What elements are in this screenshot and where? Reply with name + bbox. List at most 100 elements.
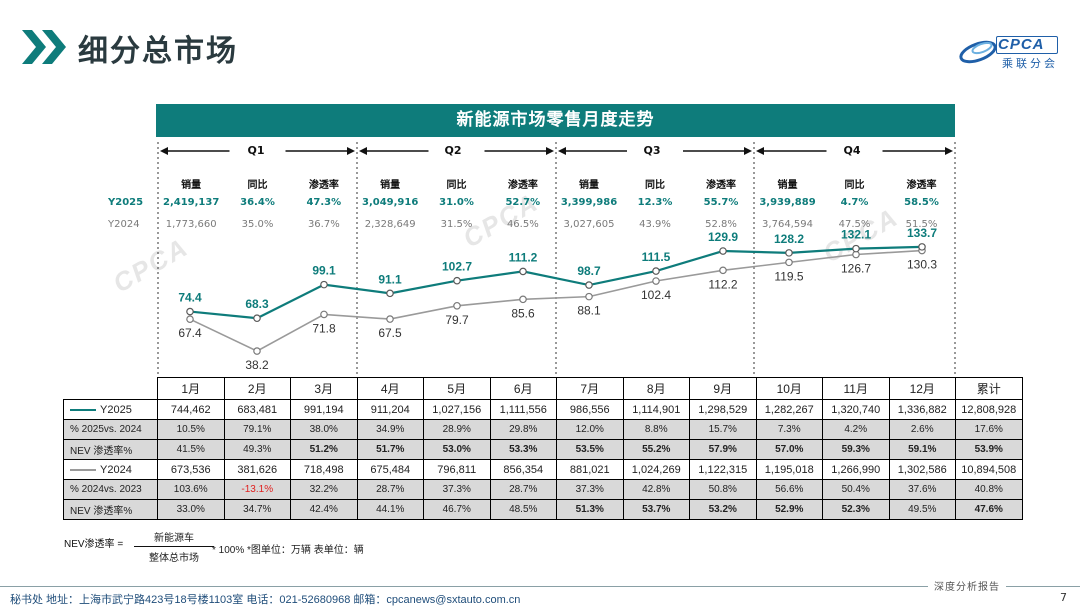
table-cell: 12.0% (556, 419, 624, 440)
table-cell: 42.8% (622, 479, 690, 500)
data-point (386, 315, 394, 323)
data-point (519, 295, 527, 304)
quarter-y2024-yoy: 35.0% (241, 219, 274, 230)
row-label: Y2024 (63, 459, 158, 480)
quarter-label: Q1 (247, 144, 265, 157)
table-cell: 1,336,882 (888, 399, 956, 420)
data-point (852, 244, 860, 253)
formula-note: * 100% *图单位：万辆 表单位：辆 (212, 545, 364, 556)
quarter-col-header: 同比 (844, 180, 865, 191)
quarter-col-header: 渗透率 (706, 180, 736, 191)
quarter-col-header: 销量 (579, 180, 599, 191)
data-label: 74.4 (178, 291, 202, 305)
table-cell: 683,481 (223, 399, 291, 420)
data-label: 102.7 (442, 260, 472, 274)
double-chevron-icon (22, 30, 66, 64)
data-point (186, 315, 194, 324)
arrow-left-icon (756, 147, 764, 155)
quarter-col-header: 同比 (446, 180, 467, 191)
quarter-y2025-yoy: 12.3% (637, 197, 673, 208)
data-label: 126.7 (841, 262, 871, 276)
row-label: NEV 渗透率% (63, 439, 158, 460)
table-cell: 57.9% (689, 439, 757, 460)
quarter-y2025-sales: 3,399,986 (560, 197, 618, 208)
table-total-cell: 53.9% (955, 439, 1023, 460)
table-cell: 53.7% (622, 499, 690, 520)
logo-subtitle: 乘联分会 (1002, 57, 1058, 70)
data-point (453, 276, 461, 285)
table-cell: 59.1% (888, 439, 956, 460)
table-cell: 57.0% (755, 439, 823, 460)
quarter-col-header: 同比 (645, 180, 665, 191)
table-row: NEV 渗透率% 33.0% 34.7% 42.4% 44.1% 46.7% 48.5% 51… (63, 499, 1023, 520)
table-cell: 986,556 (556, 399, 624, 420)
data-label: 38.2 (245, 358, 269, 372)
page-number: 7 (1060, 591, 1067, 604)
table-cell: 28.7% (489, 479, 557, 500)
data-label: 111.5 (642, 250, 671, 264)
table-cell: 51.3% (556, 499, 624, 520)
row-label: Y2025 (63, 399, 158, 420)
month-header: 9月 (689, 377, 757, 400)
arrow-right-icon (347, 147, 355, 155)
quarter-label: Q3 (643, 144, 661, 157)
table-cell: 1,122,315 (689, 459, 757, 480)
data-label: 129.9 (708, 230, 738, 244)
quarter-y2024-yoy: 47.5% (838, 219, 871, 230)
quarter-y2025-sales: 3,049,916 (362, 197, 419, 208)
data-label: 112.2 (708, 277, 737, 291)
table-cell: 911,204 (356, 399, 424, 420)
table-cell: 50.8% (689, 479, 757, 500)
quarter-col-header: 同比 (247, 180, 268, 191)
quarter-y2024-sales: 3,764,594 (762, 219, 813, 230)
legend-line (70, 408, 96, 411)
row-label-y2025: Y2025 (108, 197, 144, 208)
month-header: 5月 (423, 377, 491, 400)
table-cell: 1,282,267 (755, 399, 823, 420)
quarter-col-header: 渗透率 (308, 180, 339, 191)
table-cell: 1,111,556 (489, 399, 557, 420)
quarter-y2024-yoy: 31.5% (440, 219, 473, 230)
table-row: Y2025 744,462 683,481 991,194 911,204 1,027,1… (63, 399, 1023, 420)
data-point (320, 310, 328, 319)
arrow-left-icon (160, 147, 168, 155)
quarter-col-header: 销量 (380, 180, 401, 191)
table-cell: 856,354 (489, 459, 557, 480)
quarter-label: Q4 (843, 144, 861, 157)
row-label: % 2024vs. 2023 (63, 479, 158, 500)
month-header: 6月 (489, 377, 557, 400)
table-cell: 1,320,740 (822, 399, 890, 420)
table-total-cell: 10,894,508 (955, 459, 1023, 480)
quarter-y2025-pen: 52.7% (505, 197, 541, 208)
row-label: NEV 渗透率% (63, 499, 158, 520)
table-row: NEV 渗透率% 41.5% 49.3% 51.2% 51.7% 53.0% 53.3% 53… (63, 439, 1023, 460)
month-header: 12月 (888, 377, 956, 400)
data-point (785, 258, 793, 267)
quarter-y2025-yoy: 4.7% (840, 197, 869, 208)
table-cell: 37.3% (423, 479, 491, 500)
quarter-y2024-yoy: 43.9% (639, 219, 671, 230)
month-header: 1月 (157, 377, 225, 400)
table-cell: 881,021 (556, 459, 624, 480)
table-cell: 44.1% (356, 499, 424, 520)
logo-frame (996, 36, 1058, 54)
data-label: 71.8 (312, 321, 336, 335)
table-cell: 53.2% (689, 499, 757, 520)
series-lines (189, 245, 923, 352)
table-cell: 52.9% (755, 499, 823, 520)
table-cell: 28.7% (356, 479, 424, 500)
table-cell: 34.7% (223, 499, 291, 520)
table-row: % 2025vs. 2024 10.5% 79.1% 38.0% 34.9% 28.9% 2… (63, 419, 1023, 440)
data-point (253, 347, 261, 355)
series-points (186, 243, 926, 355)
quarter-y2025-pen: 58.5% (904, 197, 939, 208)
table-cell: 38.0% (290, 419, 358, 440)
table-cell: 53.5% (556, 439, 624, 460)
quarter-dividers (157, 142, 956, 376)
row-label-y2024: Y2024 (108, 219, 140, 230)
data-label: 88.1 (577, 304, 601, 318)
quarter-y2024-pen: 52.8% (705, 219, 737, 230)
data-point (253, 314, 261, 323)
data-point (652, 267, 660, 275)
table-cell: 33.0% (157, 499, 225, 520)
